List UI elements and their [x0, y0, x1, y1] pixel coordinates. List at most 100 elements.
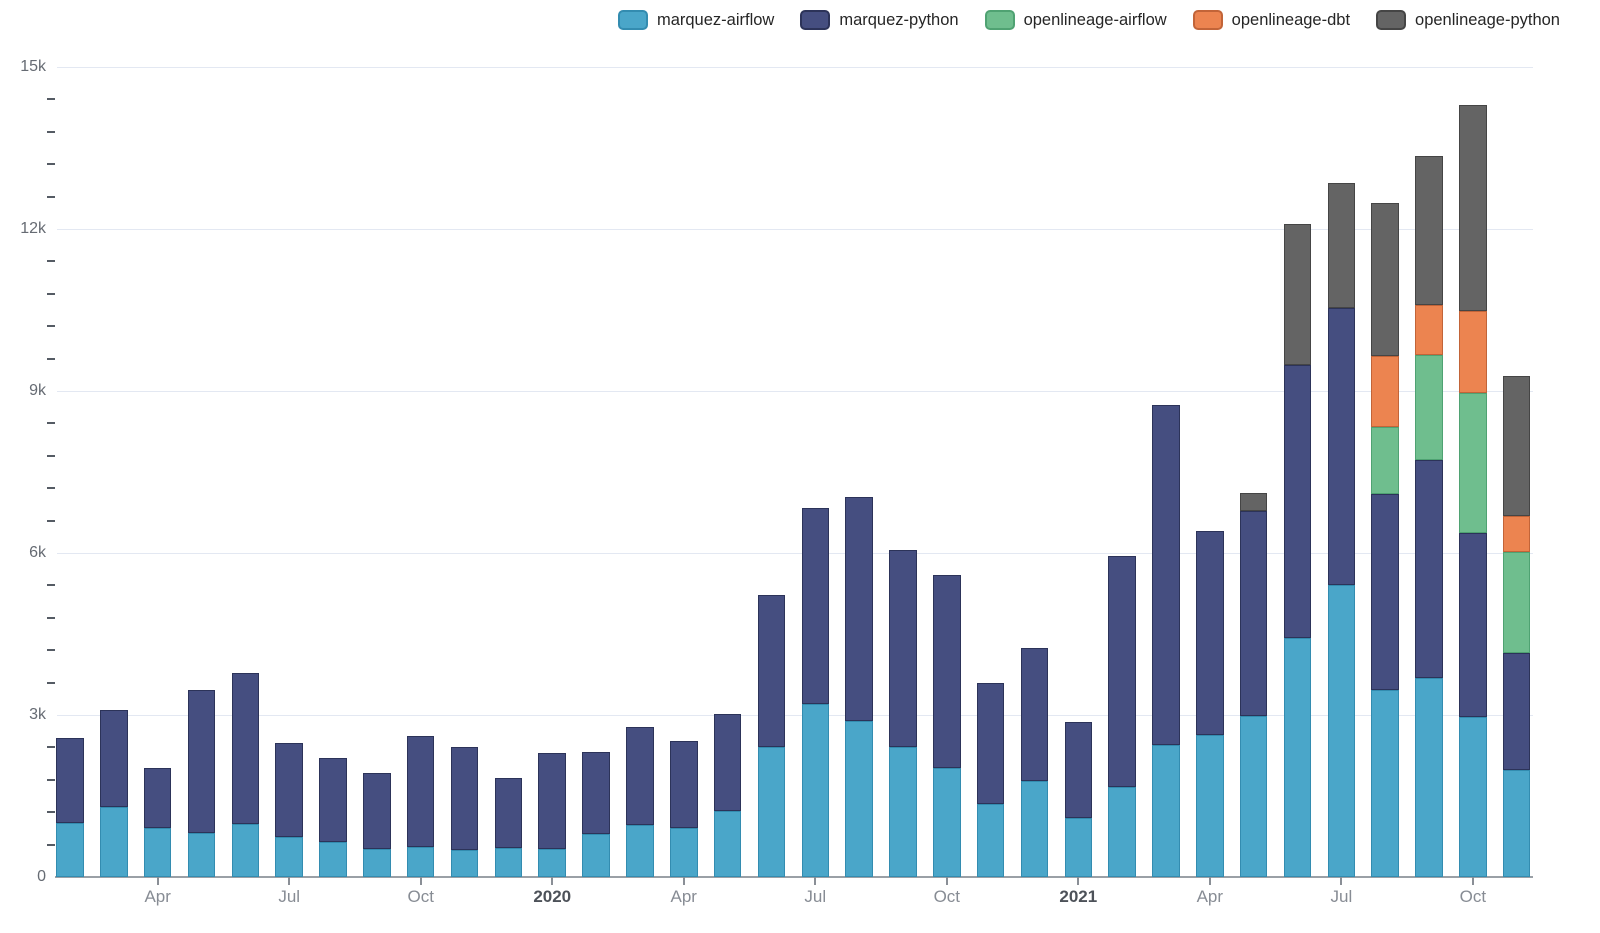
bar-segment	[100, 807, 128, 877]
legend-item-openlineage-python[interactable]: openlineage-python	[1376, 10, 1560, 30]
gridline	[57, 391, 1533, 392]
y-axis-minor-tick	[47, 487, 55, 490]
y-axis-label: 9k	[29, 382, 46, 399]
bar-segment	[889, 746, 917, 877]
bar-segment	[1239, 715, 1268, 877]
y-axis-minor-tick	[47, 454, 55, 457]
bar-segment	[1415, 156, 1443, 306]
bar-segment	[100, 710, 128, 808]
bar-segment	[1327, 584, 1356, 877]
x-axis-month-label: Apr	[144, 887, 171, 906]
bar-segment	[319, 841, 347, 877]
bar-segment	[1283, 638, 1312, 877]
legend-item-openlineage-airflow[interactable]: openlineage-airflow	[984, 10, 1167, 30]
legend-swatch	[984, 10, 1015, 30]
bar-segment	[670, 827, 698, 877]
bar-segment	[757, 595, 786, 748]
y-axis-minor-tick	[47, 778, 55, 781]
bar-segment	[801, 704, 830, 877]
bar-segment	[494, 848, 523, 877]
chart-legend: marquez-airflow marquez-python openlineage…	[617, 10, 1560, 30]
x-axis-tick	[1471, 877, 1474, 885]
x-axis-month-label: Jul	[804, 887, 827, 906]
bar-segment	[670, 740, 698, 828]
bar-segment	[976, 804, 1005, 877]
bar-segment	[406, 736, 435, 847]
legend-item-marquez-airflow[interactable]: marquez-airflow	[617, 10, 775, 30]
bar-segment	[582, 752, 610, 835]
bar-segment	[1196, 734, 1224, 877]
bar-segment	[1108, 556, 1136, 788]
bar-segment	[1327, 183, 1356, 309]
bar-segment	[1459, 533, 1487, 718]
bar-segment	[1152, 745, 1180, 877]
legend-label: openlineage-python	[1415, 10, 1560, 29]
x-axis-month-label: Apr	[670, 887, 697, 906]
y-axis-minor-tick	[47, 811, 55, 814]
legend-label: openlineage-dbt	[1231, 10, 1351, 29]
y-axis-minor-tick	[47, 130, 55, 133]
bar-segment	[56, 823, 84, 877]
bar-segment	[1196, 530, 1224, 735]
bar-segment	[1371, 690, 1399, 877]
bar-segment	[1371, 203, 1399, 356]
bar-segment	[363, 772, 391, 850]
x-axis-tick	[288, 877, 291, 885]
bar-segment	[1239, 511, 1268, 716]
bar-segment	[933, 768, 961, 877]
bar-segment	[231, 672, 260, 824]
bar-segment	[1502, 375, 1531, 516]
bar-segment	[187, 833, 216, 877]
y-axis-label: 3k	[29, 706, 46, 723]
legend-label: openlineage-airflow	[1023, 10, 1167, 29]
bar-segment	[538, 753, 566, 849]
bar-segment	[1502, 515, 1531, 553]
bar-segment	[319, 758, 347, 842]
legend-label: marquez-python	[839, 10, 959, 29]
x-axis-tick	[682, 877, 685, 885]
x-axis-tick	[551, 877, 554, 885]
legend-item-openlineage-dbt[interactable]: openlineage-dbt	[1192, 10, 1351, 30]
y-axis-minor-tick	[47, 746, 55, 749]
y-axis-minor-tick	[47, 616, 55, 619]
x-axis-tick	[1077, 877, 1080, 885]
bar-segment	[757, 747, 786, 877]
y-axis-minor-tick	[47, 260, 55, 263]
bar-segment	[976, 683, 1005, 805]
bar-segment	[1108, 787, 1136, 877]
x-axis-tick	[419, 877, 422, 885]
legend-swatch	[1376, 10, 1407, 30]
bar-segment	[1459, 392, 1487, 533]
bar-segment	[187, 690, 216, 834]
legend-item-marquez-python[interactable]: marquez-python	[800, 10, 959, 30]
bar-segment	[1459, 717, 1487, 877]
y-axis-minor-tick	[47, 357, 55, 360]
bar-segment	[713, 714, 742, 812]
bar-segment	[1064, 722, 1093, 819]
y-axis-minor-tick	[47, 195, 55, 198]
bar-segment	[1239, 492, 1268, 512]
bar-segment	[143, 767, 172, 829]
x-axis-month-label: Oct	[1459, 887, 1487, 906]
gridline	[57, 67, 1533, 68]
y-axis-minor-tick	[47, 519, 55, 522]
bar-segment	[1502, 769, 1531, 877]
legend-swatch	[1192, 10, 1223, 30]
gridline	[57, 553, 1533, 554]
y-axis-label: 12k	[20, 220, 46, 237]
bar-segment	[538, 848, 566, 877]
bar-segment	[450, 850, 479, 877]
legend-label: marquez-airflow	[656, 10, 775, 29]
bar-segment	[801, 507, 830, 705]
y-axis-minor-tick	[47, 681, 55, 684]
bar-segment	[143, 828, 172, 877]
y-axis-minor-tick	[47, 325, 55, 328]
y-axis-label: 6k	[29, 544, 46, 561]
bar-segment	[231, 823, 260, 877]
bar-segment	[494, 778, 523, 849]
bar-segment	[1152, 405, 1180, 746]
bar-segment	[363, 849, 391, 877]
y-axis-minor-tick	[47, 163, 55, 166]
x-axis-tick	[1340, 877, 1343, 885]
